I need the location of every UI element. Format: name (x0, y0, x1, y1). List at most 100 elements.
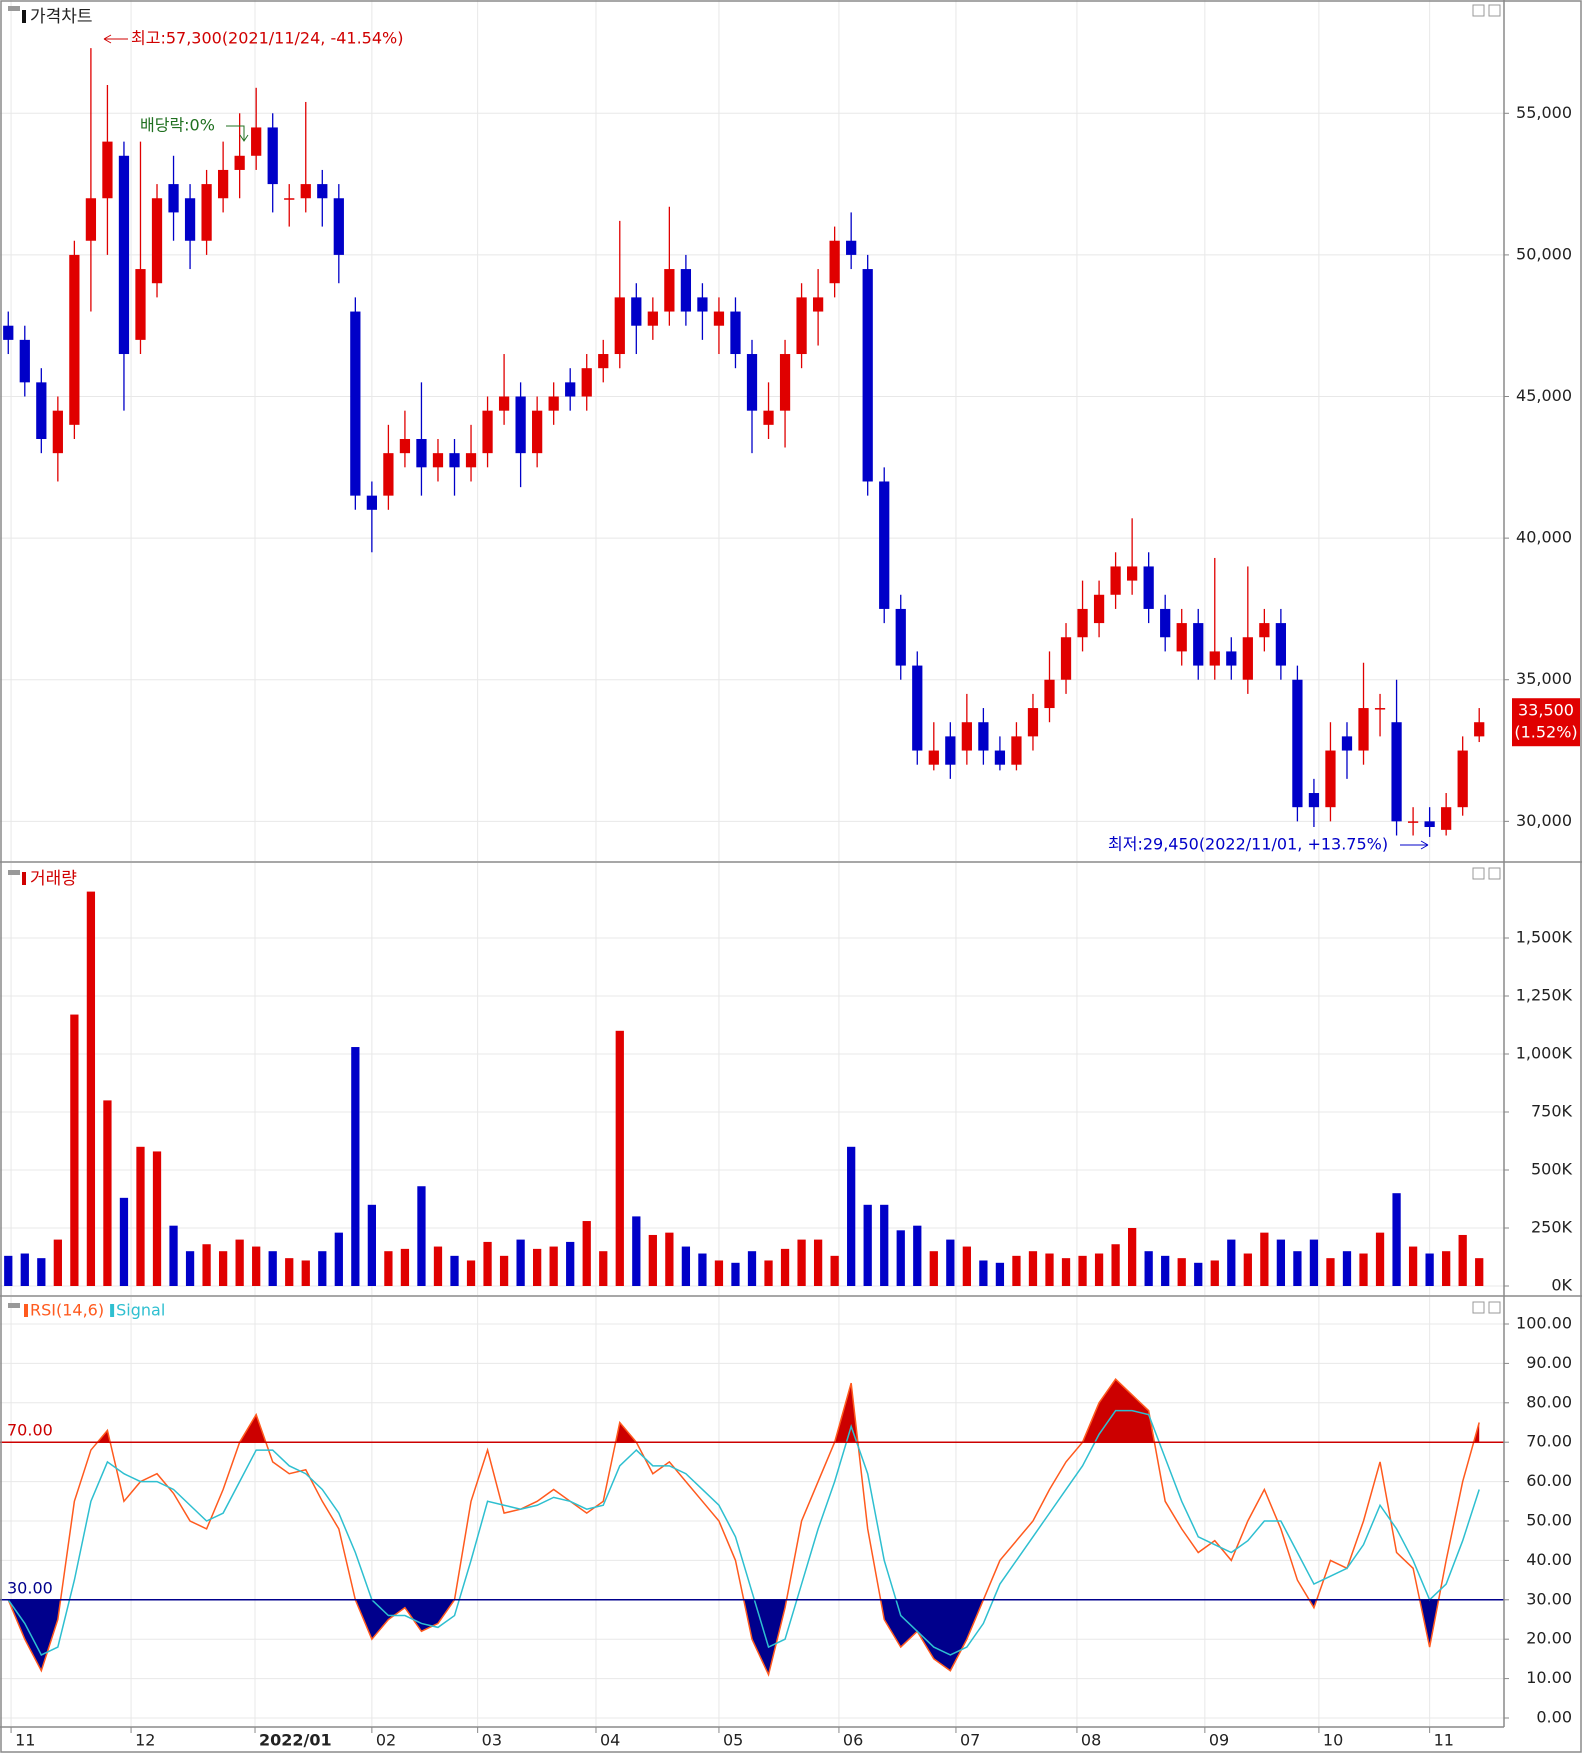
rsi-line (7, 1409, 1480, 1656)
volume-bar (185, 1251, 195, 1286)
volume-bar (847, 1146, 856, 1286)
candle-body (449, 453, 460, 468)
x-tick-label: 02 (376, 1731, 396, 1750)
candle-body (333, 198, 344, 255)
candle-body (846, 240, 857, 255)
candle-body (598, 354, 609, 369)
x-tick-label: 07 (960, 1731, 980, 1750)
candle-body (978, 722, 989, 751)
candle-body (350, 311, 361, 496)
y-tick-label: 20.00 (1526, 1629, 1572, 1648)
close-button[interactable] (1488, 1301, 1501, 1314)
y-tick-label: 10.00 (1526, 1668, 1572, 1687)
volume-bar (285, 1258, 294, 1286)
candle-body (19, 339, 30, 383)
y-tick-label: 40,000 (1516, 528, 1572, 547)
candle-body (812, 297, 824, 312)
candle-body (36, 382, 47, 439)
candle-body (895, 608, 906, 666)
candle-body (1060, 637, 1072, 680)
annotation-arrow (1400, 840, 1429, 850)
volume-bar (433, 1246, 443, 1286)
overbought-fill (8, 1379, 1480, 1443)
candle-body (879, 481, 890, 609)
panel-icon (8, 6, 20, 11)
y-tick-label: 60.00 (1526, 1471, 1572, 1490)
close-button[interactable] (1488, 867, 1501, 880)
volume-bar (1111, 1244, 1120, 1286)
candle-body (1011, 736, 1022, 765)
volume-bar (417, 1186, 426, 1286)
candle-body (118, 155, 130, 355)
candle-body (1093, 594, 1105, 624)
candle-body (532, 410, 543, 454)
candle-body (1176, 623, 1187, 652)
volume-bar (53, 1239, 62, 1286)
volume-bar (103, 1100, 112, 1286)
candle-body (300, 184, 311, 199)
candle-body (465, 453, 477, 468)
volume-bar (367, 1204, 376, 1286)
candle-body (994, 750, 1006, 765)
candle-body (1325, 750, 1336, 808)
volume-bar (136, 1146, 145, 1286)
volume-bar (483, 1241, 492, 1286)
candle-body (69, 254, 80, 425)
volume-bar (1425, 1253, 1434, 1286)
candle-body (498, 396, 510, 411)
volume-bar (218, 1251, 228, 1286)
close-button[interactable] (1488, 4, 1501, 17)
candle-body (1160, 608, 1171, 638)
x-tick-label: 09 (1209, 1731, 1229, 1750)
minimize-button[interactable] (1472, 4, 1485, 17)
candle-body (928, 750, 939, 765)
candle-body (1374, 708, 1386, 710)
volume-bar (1260, 1232, 1269, 1286)
y-tick-label: 100.00 (1516, 1314, 1572, 1333)
volume-bar (896, 1230, 905, 1286)
volume-bar (1442, 1251, 1451, 1286)
volume-bar (929, 1251, 938, 1286)
y-tick-label: 45,000 (1516, 386, 1572, 405)
candle-body (1341, 736, 1353, 751)
last-price-background (1512, 698, 1580, 747)
legend-label: Signal (116, 1301, 165, 1320)
level-label: 70.00 (7, 1421, 53, 1440)
x-tick-label: 11 (1434, 1731, 1454, 1750)
volume-bar (466, 1260, 476, 1286)
candle-body (135, 269, 146, 340)
volume-bar (681, 1246, 691, 1286)
volume-bar (830, 1255, 839, 1286)
volume-bar (731, 1262, 740, 1286)
volume-bar (1375, 1232, 1385, 1286)
candle-body (3, 325, 14, 340)
candle-body (1275, 623, 1287, 666)
volume-bar (813, 1239, 823, 1286)
candle-body (102, 141, 113, 199)
volume-bar (37, 1258, 46, 1286)
candle-body (746, 354, 758, 411)
y-tick-label: 30.00 (1526, 1589, 1572, 1608)
volume-bar (301, 1260, 310, 1286)
x-tick-label: 05 (723, 1731, 743, 1750)
y-tick-label: 500K (1531, 1160, 1573, 1179)
y-tick-label: 30,000 (1516, 811, 1572, 830)
annotation-arrow (103, 34, 112, 44)
candle-body (201, 184, 212, 241)
panel-title: 거래량 (30, 869, 77, 889)
candle-body (1193, 623, 1204, 666)
volume-bar (20, 1253, 29, 1286)
annotation-arrow (226, 125, 249, 142)
candle-body (779, 354, 791, 411)
candle-body (184, 198, 196, 241)
volume-bar (880, 1204, 889, 1286)
volume-bar (1276, 1239, 1286, 1286)
title-marker (22, 10, 26, 23)
volume-bar (152, 1151, 162, 1286)
candle-body (1209, 651, 1220, 666)
candle-body (1127, 566, 1138, 581)
candle-body (1391, 722, 1402, 822)
minimize-button[interactable] (1472, 1301, 1485, 1314)
minimize-button[interactable] (1472, 867, 1485, 880)
candle-body (945, 736, 956, 765)
